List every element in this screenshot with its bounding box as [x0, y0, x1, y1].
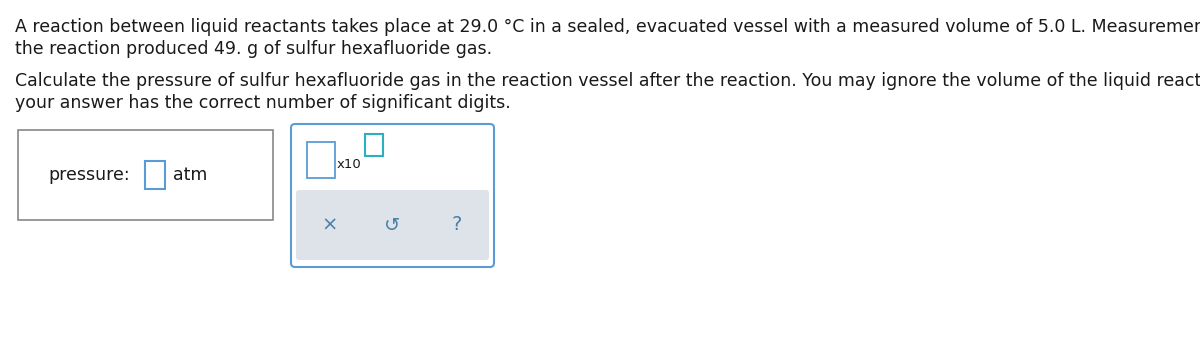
Text: Calculate the pressure of sulfur hexafluoride gas in the reaction vessel after t: Calculate the pressure of sulfur hexaflu… [14, 72, 1200, 90]
Bar [145, 161, 166, 189]
Text: atm: atm [173, 166, 208, 184]
Text: ?: ? [452, 215, 462, 235]
Text: your answer has the correct number of significant digits.: your answer has the correct number of si… [14, 94, 511, 112]
Bar [307, 142, 335, 178]
Text: x10: x10 [337, 158, 361, 170]
FancyBboxPatch shape [292, 124, 494, 267]
Text: ↺: ↺ [384, 215, 400, 235]
Bar [18, 130, 274, 220]
Text: the reaction produced 49. g of sulfur hexafluoride gas.: the reaction produced 49. g of sulfur he… [14, 40, 492, 58]
Text: pressure:: pressure: [48, 166, 130, 184]
Text: A reaction between liquid reactants takes place at 29.0 °C in a sealed, evacuate: A reaction between liquid reactants take… [14, 18, 1200, 36]
FancyBboxPatch shape [296, 190, 490, 260]
Text: ×: × [322, 215, 338, 235]
Bar [365, 134, 383, 156]
